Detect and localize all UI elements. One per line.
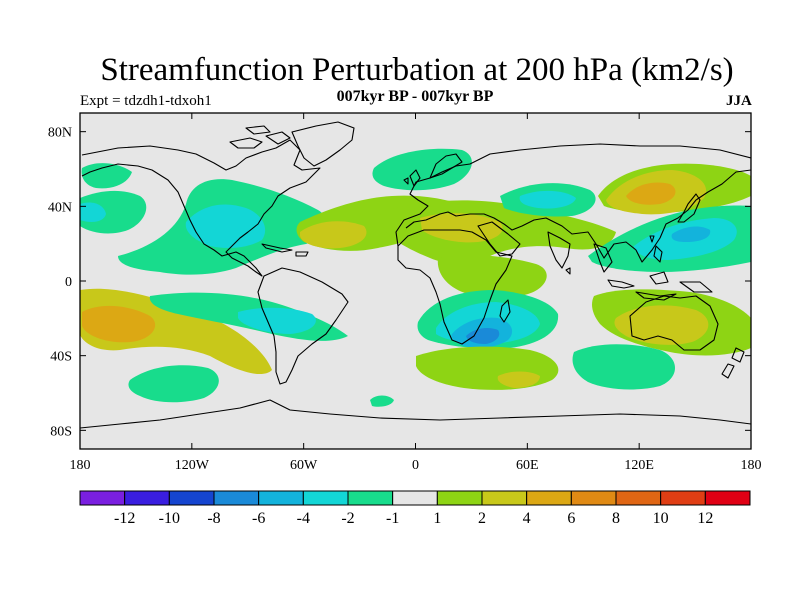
colorbar-swatch [347,490,394,506]
colorbar-swatch [124,490,170,506]
negative-peak-southern-africa [466,328,500,344]
colorbar-swatch [213,490,260,506]
colorbar-swatch [660,490,706,506]
colorbar-label: -6 [252,510,265,527]
colorbar-swatch [570,490,617,506]
y-tick-label: 80N [48,126,72,141]
colorbar-swatch [704,490,751,506]
chart-subtitle: 007kyr BP - 007kyr BP [336,88,494,105]
negative-center-central-asia [519,190,576,209]
colorbar-label: 2 [478,510,486,527]
negative-field-south-indian-east [572,344,675,390]
negative-field-europe [372,148,472,191]
colorbar-swatch [168,490,215,506]
colorbar-label: 10 [653,510,669,527]
colorbar-label: 1 [433,510,441,527]
negative-center-south-america [238,307,316,334]
season-label: JJA [726,93,752,109]
colorbar-label: -2 [341,510,354,527]
colorbar-swatch [481,490,528,506]
colorbar-label: 8 [612,510,620,527]
colorbar-label: 12 [697,510,713,527]
negative-field-south-pacific-high [128,365,219,403]
x-tick-label: 120W [175,458,210,473]
colorbar-label: -10 [159,510,180,527]
y-tick-label: 80S [50,424,72,439]
positive-center-southern-indian [497,371,540,388]
positive-center-mideast [420,213,503,243]
positive-center-australia [614,305,709,345]
colorbar-swatch [302,490,349,506]
y-tick-label: 0 [65,275,72,290]
negative-field-arctic-alaska [81,163,132,189]
experiment-label: Expt = tdzdh1-tdxoh1 [80,93,212,109]
x-tick-label: 60E [516,458,539,473]
negative-field-south-atlantic-small [370,395,394,407]
negative-center-north-atlantic [185,204,266,248]
colorbar-label: 6 [567,510,575,527]
colorbar-swatch [258,490,304,506]
x-tick-label: 180 [70,458,91,473]
positive-center-south-pacific [82,305,156,343]
colorbar-swatch [392,490,438,506]
y-tick-label: 40S [50,350,72,365]
x-tick-label: 60W [290,458,318,473]
negative-center-north-pacific [80,202,106,222]
coastlines [80,121,751,429]
colorbar-label: 4 [523,510,531,527]
positive-peak-east-asia [626,182,676,205]
colorbar-swatch [615,490,662,506]
y-tick-label: 40N [48,200,72,215]
negative-peak-northwest-pacific [671,226,711,242]
colorbar-label: -8 [207,510,220,527]
colorbar-swatch [79,490,126,506]
chart-title: Streamfunction Perturbation at 200 hPa (… [100,52,734,88]
x-tick-label: 120E [624,458,654,473]
positive-field-african-tropics [437,255,547,299]
negative-field-north-pacific [80,190,147,234]
colorbar-label: -12 [114,510,135,527]
colorbar-label: -4 [297,510,310,527]
x-tick-label: 0 [412,458,419,473]
colorbar: -12 -10 -8 -6 -4 -2 -1 1 2 4 6 8 10 12 [79,490,751,527]
colorbar-swatch [436,490,483,506]
contour-fields [80,148,751,407]
x-tick-label: 180 [741,458,762,473]
colorbar-label: -1 [386,510,399,527]
positive-center-atlantic [300,221,367,249]
colorbar-swatch [526,490,572,506]
map-axes: 180 120W 60W 0 60E 120E 180 80N 40N 0 40S 80S [48,113,762,473]
